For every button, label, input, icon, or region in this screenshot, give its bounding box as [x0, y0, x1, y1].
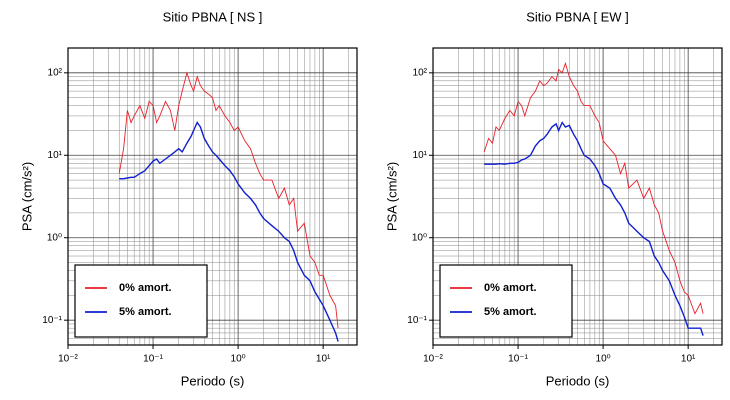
- plot-frame: [432, 47, 723, 346]
- series-line: [119, 121, 339, 342]
- x-axis-label: Periodo (s): [546, 373, 610, 388]
- y-tick-label: 10²: [48, 67, 63, 78]
- series-line: [484, 121, 704, 336]
- y-tick-label: 10⁻¹: [42, 315, 62, 326]
- x-tick-label: 10¹: [316, 354, 331, 365]
- x-tick-label: 10⁻²: [58, 354, 78, 365]
- y-tick-label: 10²: [413, 67, 428, 78]
- x-tick-label: 10⁰: [596, 354, 611, 365]
- legend-label: 5% amort.: [484, 306, 537, 318]
- x-tick-label: 10⁻¹: [143, 354, 163, 365]
- x-axis-label: Periodo (s): [181, 373, 245, 388]
- y-axis-label: PSA (cm/s²): [19, 162, 34, 231]
- plot-frame: [67, 47, 358, 346]
- y-tick-label: 10⁰: [47, 232, 62, 243]
- x-tick-label: 10⁻²: [423, 354, 443, 365]
- x-tick-label: 10⁻¹: [508, 354, 528, 365]
- legend-label: 0% amort.: [119, 282, 172, 294]
- y-tick-label: 10¹: [413, 150, 428, 161]
- x-tick-label: 10⁰: [231, 354, 246, 365]
- series-line: [118, 71, 339, 329]
- series-line: [483, 61, 704, 315]
- y-tick-label: 10⁻¹: [407, 315, 427, 326]
- chart-title: Sitio PBNA [ EW ]: [526, 9, 629, 24]
- x-tick-label: 10¹: [681, 354, 696, 365]
- legend-box: [74, 264, 208, 338]
- y-tick-label: 10⁰: [412, 232, 427, 243]
- y-axis-label: PSA (cm/s²): [384, 162, 399, 231]
- y-tick-label: 10¹: [48, 150, 63, 161]
- legend-label: 0% amort.: [484, 282, 537, 294]
- legend-label: 5% amort.: [119, 306, 172, 318]
- chart-title: Sitio PBNA [ NS ]: [163, 9, 263, 24]
- legend-box: [439, 264, 573, 338]
